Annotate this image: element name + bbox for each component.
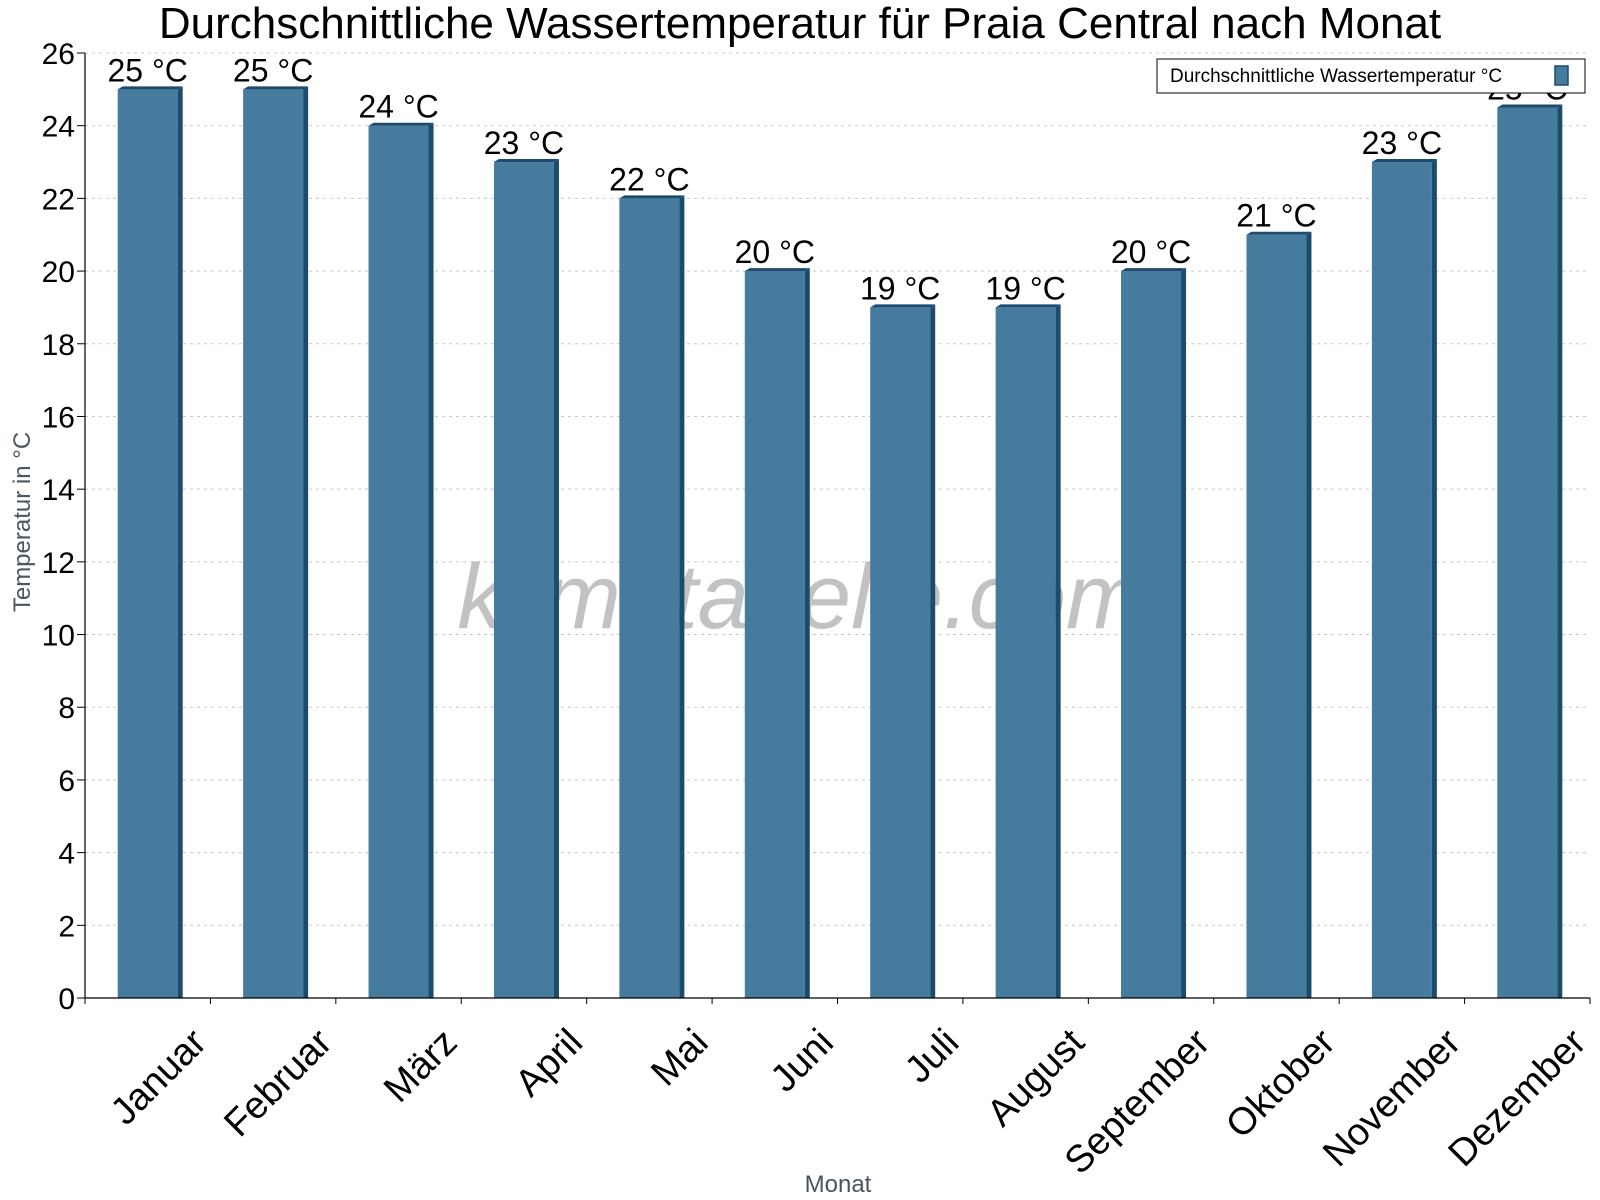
- bar-top: [1121, 268, 1187, 272]
- bar-front: [619, 198, 680, 998]
- bar-side: [1431, 159, 1437, 999]
- x-axis-ticks: Januar Februar März April Mai Juni Juli AugustS…: [84, 998, 1595, 1182]
- bar-side: [1306, 231, 1312, 998]
- bar-side: [679, 195, 685, 998]
- axes: [84, 53, 1590, 999]
- bar-front: [744, 271, 805, 999]
- bar: [995, 304, 1061, 998]
- bar: [117, 86, 183, 999]
- legend-label: Durchschnittliche Wassertemperatur °C: [1170, 66, 1502, 87]
- data-label: 23 °C: [484, 125, 564, 161]
- bar-side: [930, 304, 936, 998]
- y-tick-label: 2: [58, 910, 75, 943]
- y-tick-label: 6: [58, 765, 75, 798]
- bar-side: [1557, 104, 1563, 999]
- bar-front: [1497, 107, 1558, 999]
- bar-front: [995, 307, 1056, 998]
- bar-side: [177, 86, 183, 999]
- data-label: 22 °C: [609, 161, 689, 197]
- y-tick-label: 20: [42, 256, 75, 289]
- data-label: 20 °C: [735, 234, 815, 270]
- bar-top: [744, 268, 810, 272]
- bar: [1121, 268, 1187, 999]
- bar-side: [428, 122, 434, 998]
- bar-top: [493, 159, 559, 163]
- bar-front: [1246, 234, 1307, 998]
- bar-top: [995, 304, 1061, 308]
- y-tick-label: 16: [42, 401, 75, 434]
- bar-front: [243, 89, 304, 999]
- bar: [1497, 104, 1563, 999]
- legend-swatch: [1554, 65, 1569, 86]
- x-tick-label: Februar: [216, 1021, 340, 1145]
- data-label: 25 °C: [233, 52, 313, 88]
- grid-lines: [85, 52, 1590, 926]
- data-label: 23 °C: [1362, 125, 1442, 161]
- x-tick-label: April: [508, 1021, 591, 1104]
- x-tick-label: Januar: [103, 1021, 215, 1133]
- bar-top: [368, 122, 434, 126]
- y-axis-label: Temperatur in °C: [9, 432, 36, 612]
- y-tick-label: 4: [58, 838, 75, 871]
- data-label: 25 °C: [108, 52, 188, 88]
- data-label: 20 °C: [1111, 234, 1191, 270]
- bar-top: [870, 304, 936, 308]
- bar-top: [1497, 104, 1563, 108]
- y-tick-label: 24: [42, 111, 75, 144]
- x-tick-label: August: [979, 1021, 1093, 1135]
- y-tick-label: 8: [58, 692, 75, 725]
- x-tick-label: Dezember: [1441, 1021, 1595, 1175]
- bar-side: [1181, 268, 1187, 999]
- y-tick-label: 18: [42, 329, 75, 362]
- bar-front: [1371, 162, 1432, 999]
- bar: [493, 159, 559, 999]
- bar-side: [303, 86, 309, 999]
- bar-front: [1121, 271, 1182, 999]
- data-label: 24 °C: [358, 89, 438, 125]
- legend: Durchschnittliche Wassertemperatur °C: [1156, 58, 1586, 94]
- y-tick-label: 22: [42, 183, 75, 216]
- bar-front: [368, 125, 429, 998]
- bar-top: [619, 195, 685, 199]
- bar-top: [1246, 231, 1312, 235]
- bar: [368, 122, 434, 998]
- bar: [243, 86, 309, 999]
- x-tick-label: Juni: [763, 1021, 842, 1100]
- y-tick-label: 12: [42, 547, 75, 580]
- bar: [744, 268, 810, 999]
- data-labels: 25 °C 25 °C 24 °C 23 °C 22 °C 20 °C 19 °C 19 °C…: [108, 52, 1568, 306]
- bar-side: [553, 159, 559, 999]
- data-label: 21 °C: [1236, 198, 1316, 234]
- bar-top: [243, 86, 309, 90]
- legend-box: [1156, 58, 1586, 94]
- bar-top: [1371, 159, 1437, 163]
- data-label: 19 °C: [860, 270, 940, 306]
- x-tick-label: Mai: [643, 1021, 716, 1094]
- bar-top: [117, 86, 183, 90]
- bar: [1371, 159, 1437, 999]
- bar: [870, 304, 936, 998]
- x-axis-label: Monat: [805, 1171, 872, 1198]
- x-tick-label: Juli: [897, 1021, 967, 1091]
- data-label: 19 °C: [985, 270, 1065, 306]
- y-tick-label: 14: [42, 474, 75, 507]
- y-tick-label: 0: [58, 983, 75, 1016]
- x-tick-label: Oktober: [1218, 1021, 1344, 1147]
- bar-front: [493, 162, 554, 999]
- y-tick-label: 26: [42, 38, 75, 71]
- bar-side: [1055, 304, 1061, 998]
- y-tick-label: 10: [42, 620, 75, 653]
- x-tick-label: März: [376, 1021, 465, 1110]
- bar: [1246, 231, 1312, 998]
- bars: [117, 86, 1563, 999]
- bar: [619, 195, 685, 998]
- bar-side: [804, 268, 810, 999]
- bar-front: [117, 89, 178, 999]
- chart-title: Durchschnittliche Wassertemperatur für P…: [159, 0, 1441, 48]
- bar-front: [870, 307, 931, 998]
